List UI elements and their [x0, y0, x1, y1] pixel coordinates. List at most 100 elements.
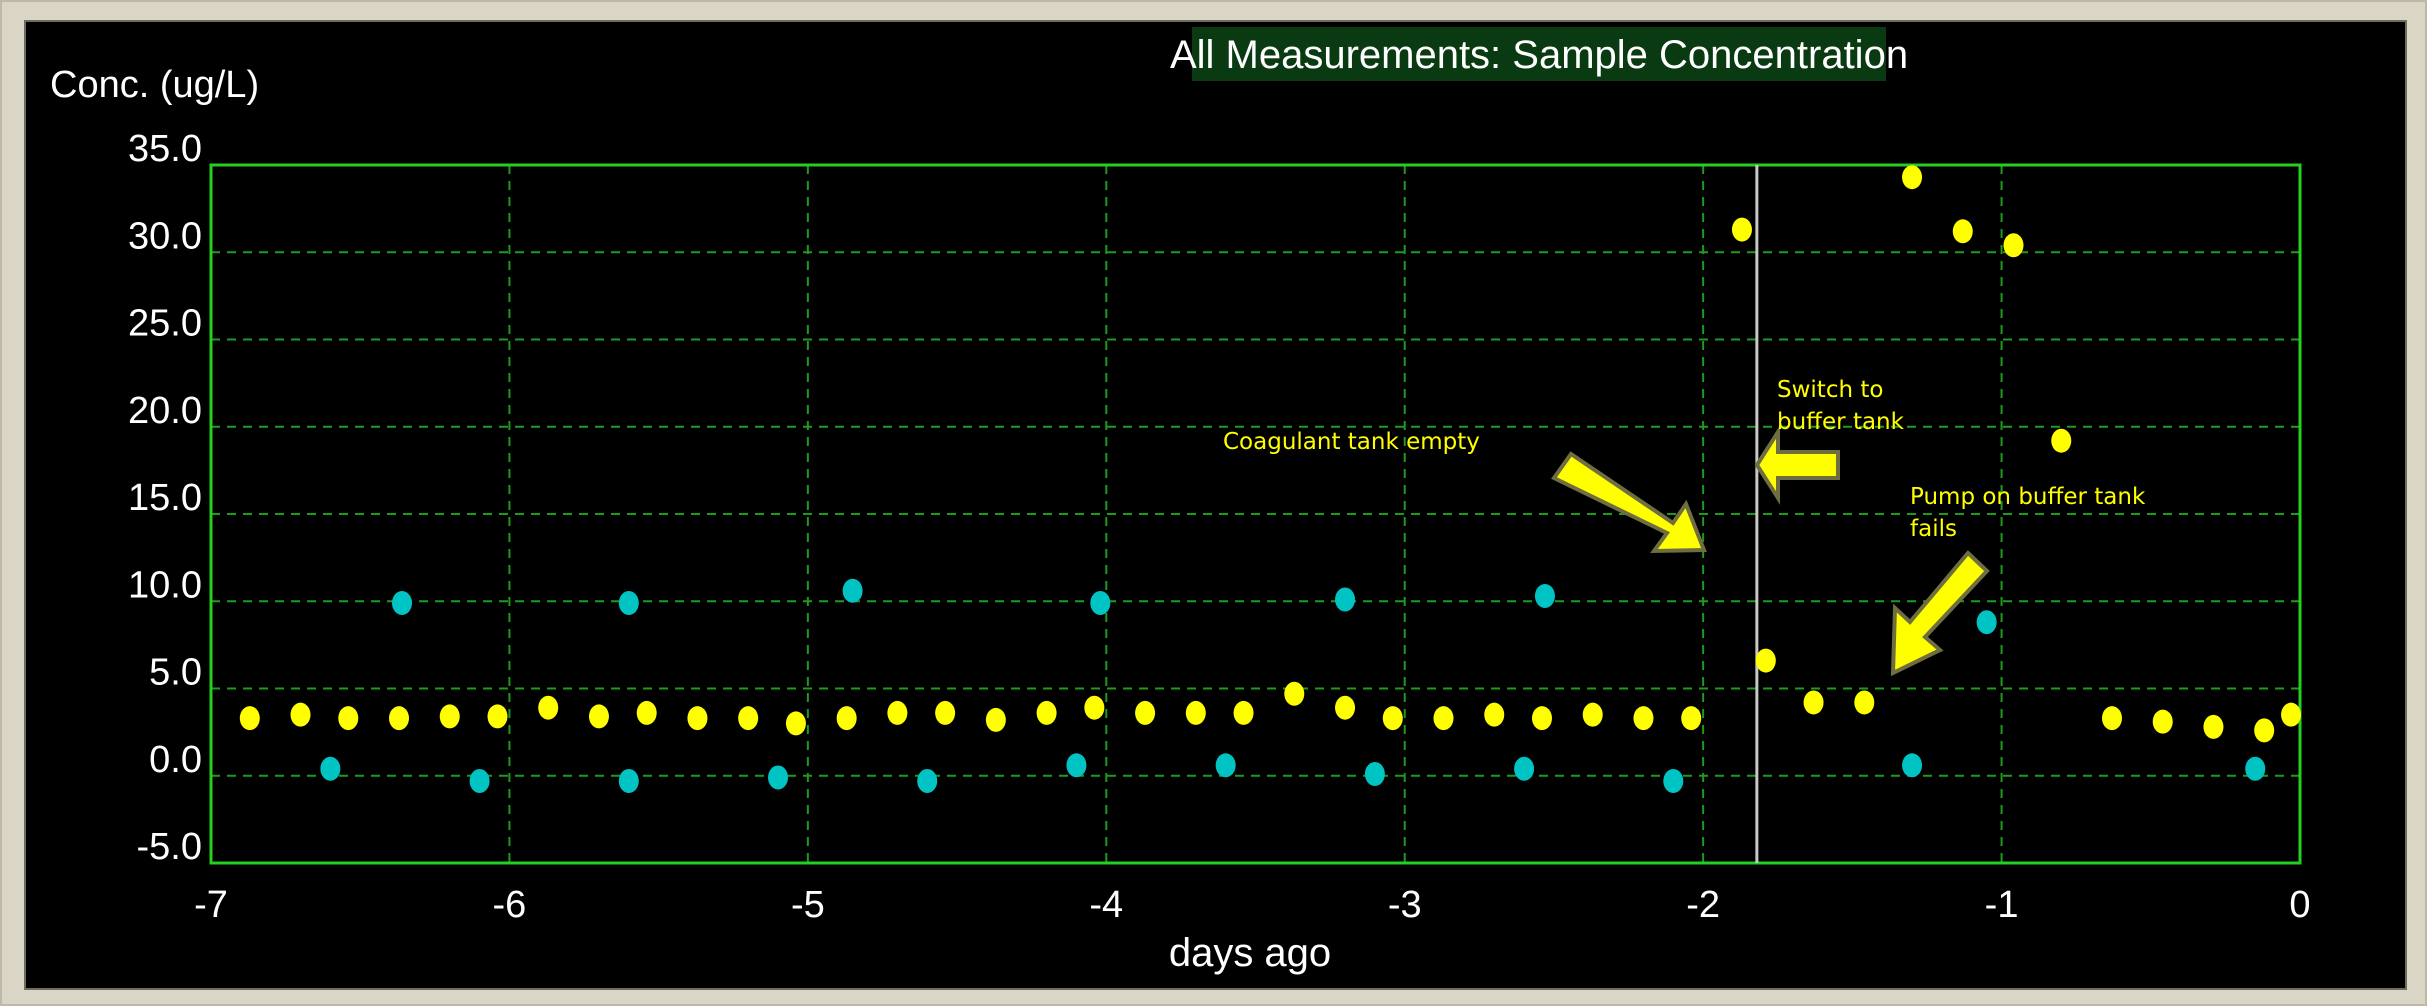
y-tick-label: 20.0: [128, 390, 202, 432]
arrow-switch-buffer: [1754, 425, 1840, 505]
data-point: [1633, 706, 1654, 731]
x-tick-label: -4: [1089, 884, 1123, 926]
data-point: [2101, 706, 2122, 731]
data-point: [636, 700, 657, 725]
data-point: [1854, 690, 1875, 715]
data-point: [239, 706, 260, 731]
chart-panel: [24, 20, 2407, 990]
data-point: [1484, 702, 1505, 727]
data-points: [239, 165, 2302, 793]
y-axis-label: Conc. (ug/L): [50, 64, 259, 106]
data-point: [1582, 702, 1603, 727]
y-tick-label: 25.0: [128, 303, 202, 345]
data-point: [1382, 706, 1403, 731]
data-point: [2254, 718, 2275, 743]
data-point: [1531, 706, 1552, 731]
data-point: [1433, 706, 1454, 731]
x-tick-label: -2: [1686, 884, 1720, 926]
annotation-arrows: [1551, 425, 1990, 677]
data-point: [2152, 709, 2173, 734]
data-point: [1514, 756, 1535, 781]
x-tick-label: -6: [493, 884, 527, 926]
data-point: [1335, 587, 1356, 612]
data-point: [1534, 584, 1555, 609]
y-tick-label: 30.0: [128, 215, 202, 257]
x-tick-label: -1: [1985, 884, 2019, 926]
data-point: [842, 578, 863, 603]
x-axis-label: days ago: [1169, 931, 1331, 975]
y-tick-label: 0.0: [149, 739, 202, 781]
data-point: [2003, 233, 2024, 258]
data-point: [1902, 753, 1923, 778]
data-point: [469, 768, 490, 793]
data-point: [389, 706, 410, 731]
data-point: [1681, 706, 1702, 731]
data-point: [1233, 700, 1254, 725]
grid-lines: [211, 165, 2300, 863]
x-tick-labels: -7 -6 -5 -4 -3 -2 -1 0: [194, 884, 2310, 926]
data-point: [1902, 165, 1923, 190]
annotation-switch-to: Switch to: [1777, 377, 1883, 403]
annotation-pump-on-buffer-tank: Pump on buffer tank: [1910, 484, 2146, 510]
data-point: [538, 695, 559, 720]
y-tick-label: 5.0: [149, 652, 202, 694]
data-point: [487, 704, 508, 729]
annotation-buffer-tank: buffer tank: [1777, 409, 1905, 435]
data-point: [618, 590, 639, 615]
data-point: [2281, 702, 2302, 727]
y-tick-label: -5.0: [137, 826, 202, 868]
x-tick-label: -3: [1388, 884, 1422, 926]
data-point: [439, 704, 460, 729]
data-point: [290, 702, 311, 727]
annotation-coagulant-tank-empty: Coagulant tank empty: [1223, 429, 1480, 455]
arrow-pump-fails: [1890, 550, 1990, 677]
x-tick-label: -7: [194, 884, 228, 926]
data-point: [687, 706, 708, 731]
data-point: [1663, 768, 1684, 793]
data-point: [1084, 695, 1105, 720]
data-point: [338, 706, 359, 731]
data-point: [785, 711, 806, 736]
data-point: [1215, 753, 1236, 778]
annotation-fails: fails: [1910, 516, 1957, 542]
data-point: [618, 768, 639, 793]
y-tick-label: 35.0: [128, 128, 202, 170]
chart-title-background: [1192, 27, 1886, 81]
data-point: [738, 706, 759, 731]
data-point: [1185, 700, 1206, 725]
data-point: [1803, 690, 1824, 715]
y-tick-label: 10.0: [128, 564, 202, 606]
plot-area-border: [209, 163, 2302, 865]
data-point: [1364, 762, 1385, 787]
x-tick-label: -5: [791, 884, 825, 926]
data-point: [917, 768, 938, 793]
data-point: [887, 700, 908, 725]
data-point: [1335, 695, 1356, 720]
data-point: [1755, 648, 1776, 673]
data-point: [1976, 610, 1997, 635]
arrow-coagulant: [1551, 451, 1707, 554]
data-point: [935, 700, 956, 725]
data-point: [836, 706, 857, 731]
data-point: [1066, 753, 1087, 778]
data-point: [391, 590, 412, 615]
x-tick-label: 0: [2289, 884, 2310, 926]
data-point: [1036, 700, 1057, 725]
data-point: [320, 756, 341, 781]
data-point: [588, 704, 609, 729]
data-point: [2203, 714, 2224, 739]
data-point: [1090, 590, 1111, 615]
data-point: [985, 707, 1006, 732]
data-point: [2245, 756, 2266, 781]
data-point: [1284, 681, 1305, 706]
data-point: [1952, 219, 1973, 244]
y-tick-label: 15.0: [128, 477, 202, 519]
data-point: [768, 765, 789, 790]
data-point: [1731, 217, 1752, 242]
data-point: [1135, 700, 1156, 725]
y-tick-labels: 35.0 30.0 25.0 20.0 15.0 10.0 5.0 0.0 -5.0: [128, 128, 202, 868]
chart-title: All Measurements: Sample Concentration: [1170, 33, 1908, 77]
data-point: [2051, 428, 2072, 453]
